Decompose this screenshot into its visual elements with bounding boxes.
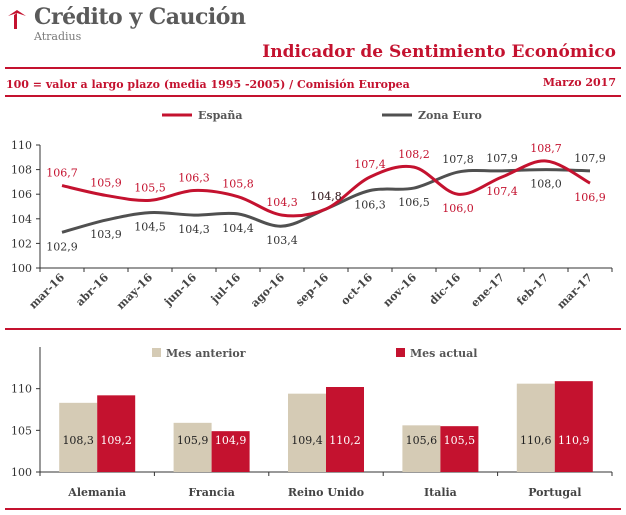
x-tick-label: Italia bbox=[424, 486, 457, 499]
y-tick-label: 102 bbox=[11, 237, 32, 250]
x-tick-label: Reino Unido bbox=[288, 486, 364, 499]
data-label-espana: 108,7 bbox=[530, 142, 562, 155]
data-label-zona-euro: 104,5 bbox=[134, 221, 166, 234]
data-label-zona-euro: 107,8 bbox=[442, 153, 474, 166]
data-label-zona-euro: 104,3 bbox=[178, 223, 210, 236]
bar-data-label: 105,9 bbox=[177, 434, 209, 447]
data-label-espana: 106,3 bbox=[178, 172, 210, 185]
data-label-zona-euro: 108,0 bbox=[530, 178, 562, 191]
data-label-espana: 105,5 bbox=[134, 181, 166, 194]
brand-logo-icon bbox=[8, 10, 26, 29]
data-label-espana: 107,4 bbox=[486, 185, 518, 198]
x-tick-label: nov-16 bbox=[381, 271, 420, 310]
data-label-zona-euro: 102,9 bbox=[46, 240, 78, 253]
y-tick-label: 106 bbox=[11, 188, 32, 201]
x-tick-label: mar-16 bbox=[27, 271, 68, 312]
data-label-espana: 107,4 bbox=[354, 158, 386, 171]
y-tick-label: 110 bbox=[11, 139, 32, 152]
brand-name: Crédito y Caución bbox=[34, 4, 246, 30]
data-label-espana: 104,3 bbox=[266, 196, 298, 209]
bar-data-label: 109,4 bbox=[291, 434, 323, 447]
data-label-zona-euro: 107,9 bbox=[486, 152, 518, 165]
x-tick-label: ene-17 bbox=[468, 271, 507, 310]
title-divider bbox=[5, 67, 621, 69]
legend-swatch-0 bbox=[152, 348, 161, 357]
bar-data-label: 110,6 bbox=[520, 434, 552, 447]
data-label-espana: 105,9 bbox=[90, 176, 122, 189]
page-title: Indicador de Sentimiento Económico bbox=[262, 42, 616, 62]
data-label-zona-euro: 104,4 bbox=[222, 222, 254, 235]
bar-mes-actual bbox=[211, 431, 250, 472]
y-tick-label: 110 bbox=[11, 383, 32, 396]
y-tick-label: 100 bbox=[11, 466, 32, 479]
data-label-espana: 106,7 bbox=[46, 167, 78, 180]
bar-data-label: 108,3 bbox=[62, 434, 94, 447]
x-tick-label: abr-16 bbox=[73, 271, 111, 309]
x-tick-label: sep-16 bbox=[293, 271, 331, 309]
data-label-zona-euro: 104,8 bbox=[310, 190, 342, 203]
series-line-espana bbox=[61, 159, 591, 218]
x-tick-label: Francia bbox=[188, 486, 235, 499]
bar-data-label: 110,9 bbox=[558, 434, 590, 447]
data-label-zona-euro: 106,3 bbox=[354, 199, 386, 212]
page-date: Marzo 2017 bbox=[542, 76, 616, 89]
x-tick-label: ago-16 bbox=[248, 271, 287, 310]
x-tick-label: Portugal bbox=[528, 486, 581, 499]
x-tick-label: jun-16 bbox=[161, 271, 199, 309]
legend-label-1: Zona Euro bbox=[418, 109, 482, 122]
legend-label-0: España bbox=[198, 109, 243, 122]
data-label-zona-euro: 106,5 bbox=[398, 196, 430, 209]
data-label-espana: 108,2 bbox=[398, 148, 430, 161]
data-label-zona-euro: 103,4 bbox=[266, 234, 298, 247]
bar-data-label: 110,2 bbox=[329, 434, 361, 447]
bar-mes-anterior bbox=[402, 425, 441, 472]
bar-mes-anterior bbox=[173, 422, 212, 472]
x-tick-label: oct-16 bbox=[338, 271, 375, 308]
data-label-espana: 106,0 bbox=[442, 202, 474, 215]
legend-label-1: Mes actual bbox=[410, 347, 477, 360]
subtitle-divider bbox=[5, 95, 621, 97]
x-tick-label: dic-16 bbox=[427, 271, 464, 308]
chart-divider bbox=[5, 328, 621, 330]
bar-mes-actual bbox=[440, 426, 479, 472]
bar-data-label: 105,6 bbox=[406, 434, 438, 447]
y-tick-label: 100 bbox=[11, 262, 32, 275]
bar-mes-actual bbox=[326, 387, 364, 472]
legend-swatch-1 bbox=[396, 348, 405, 357]
bottom-divider bbox=[5, 508, 621, 510]
bar-chart: Mes anterior Mes actual 100 105 110 108,3 109,… bbox=[11, 347, 613, 499]
bar-mes-anterior bbox=[288, 393, 326, 472]
y-tick-label: 104 bbox=[11, 213, 32, 226]
x-tick-label: mar-17 bbox=[555, 271, 596, 312]
legend-label-0: Mes anterior bbox=[166, 347, 246, 360]
bar-mes-actual bbox=[97, 395, 136, 472]
bar-data-label: 104,9 bbox=[215, 434, 247, 447]
x-tick-label: Alemania bbox=[67, 486, 126, 499]
data-label-espana: 104,8 bbox=[310, 190, 342, 203]
y-tick-label: 108 bbox=[11, 164, 32, 177]
bar-mes-anterior bbox=[59, 402, 98, 472]
data-label-espana: 105,8 bbox=[222, 178, 254, 191]
bar-data-label: 105,5 bbox=[444, 434, 476, 447]
x-tick-label: feb-17 bbox=[514, 271, 551, 308]
data-label-zona-euro: 103,9 bbox=[90, 228, 122, 241]
bar-data-label: 109,2 bbox=[100, 434, 132, 447]
page-subtitle: 100 = valor a largo plazo (media 1995 -2… bbox=[6, 78, 410, 91]
data-label-zona-euro: 107,9 bbox=[574, 152, 606, 165]
data-label-espana: 106,9 bbox=[574, 191, 606, 204]
brand-subname: Atradius bbox=[34, 30, 82, 43]
bar-mes-anterior bbox=[516, 383, 555, 472]
y-tick-label: 105 bbox=[11, 424, 32, 437]
bar-mes-actual bbox=[554, 381, 593, 472]
x-tick-label: may-16 bbox=[114, 271, 155, 312]
x-tick-label: jul-16 bbox=[208, 271, 244, 307]
